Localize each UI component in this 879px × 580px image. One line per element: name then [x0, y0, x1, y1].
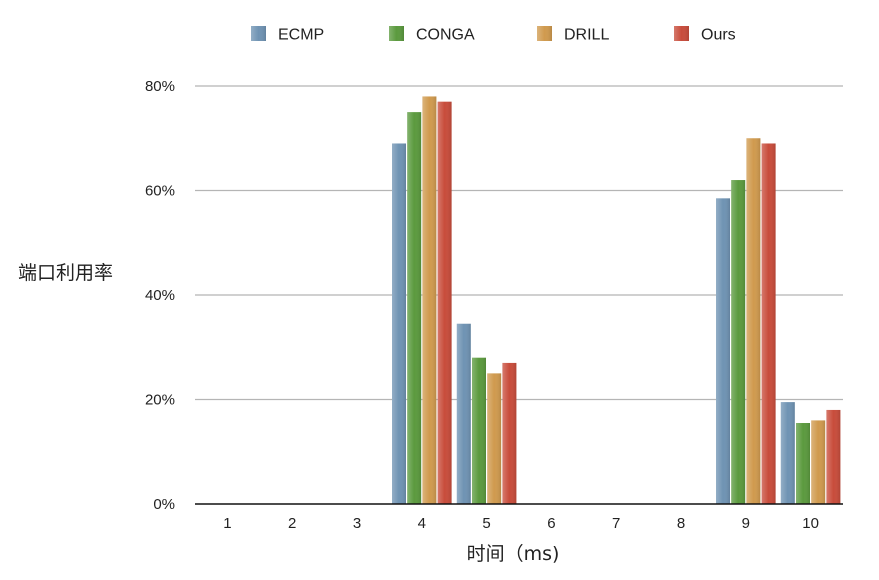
legend-label: DRILL	[564, 27, 609, 44]
legend-item-drill: DRILL	[537, 26, 609, 44]
bar-shading	[487, 373, 502, 504]
legend-swatch-shading	[537, 26, 552, 41]
bar-shading	[780, 402, 795, 504]
bars	[392, 96, 841, 505]
bar-shading	[407, 112, 422, 504]
x-tick-label: 3	[353, 515, 361, 532]
bar-shading	[826, 409, 841, 504]
x-axis-title: 时间（ms)	[467, 543, 560, 565]
legend-item-ecmp: ECMP	[251, 26, 324, 44]
x-tick-label: 10	[802, 515, 819, 532]
x-tick-label: 8	[677, 515, 685, 532]
bar-shading	[392, 143, 406, 504]
legend-label: CONGA	[416, 27, 475, 44]
y-tick-label: 40%	[145, 287, 175, 304]
y-tick-label: 20%	[145, 392, 175, 409]
legend: ECMP CONGA DRILL Ours	[251, 26, 736, 44]
x-tick-label: 7	[612, 515, 620, 532]
legend-item-ours: Ours	[674, 26, 736, 44]
legend-swatch-shading	[251, 26, 266, 41]
legend-swatch-shading	[389, 26, 404, 41]
x-tick-label: 6	[547, 515, 555, 532]
bar-shading	[422, 96, 437, 504]
x-tick-label: 5	[482, 515, 490, 532]
bar-shading	[437, 101, 452, 505]
x-tick-label: 4	[418, 515, 426, 532]
y-axis-ticks: 0% 20% 40% 60% 80%	[145, 78, 175, 513]
y-axis-title: 端口利用率	[18, 262, 113, 284]
y-tick-label: 0%	[153, 496, 175, 513]
bar-shading	[761, 143, 776, 504]
legend-item-conga: CONGA	[389, 26, 475, 44]
bar-shading	[716, 198, 730, 504]
legend-swatch-shading	[674, 26, 689, 41]
bar-shading	[472, 357, 486, 504]
y-tick-label: 60%	[145, 183, 175, 200]
x-axis-ticks: 1 2 3 4 5 6 7 8 9 10	[223, 515, 819, 532]
bar-shading	[502, 362, 517, 504]
x-tick-label: 1	[223, 515, 231, 532]
legend-label: Ours	[701, 27, 736, 44]
bar-shading	[456, 323, 471, 504]
bar-shading	[746, 138, 761, 504]
x-tick-label: 9	[742, 515, 750, 532]
bar-shading	[811, 420, 826, 504]
bar-shading	[796, 423, 810, 504]
gridlines	[195, 85, 843, 401]
bar-shading	[731, 180, 746, 505]
x-tick-label: 2	[288, 515, 296, 532]
legend-label: ECMP	[278, 27, 324, 44]
y-tick-label: 80%	[145, 78, 175, 95]
